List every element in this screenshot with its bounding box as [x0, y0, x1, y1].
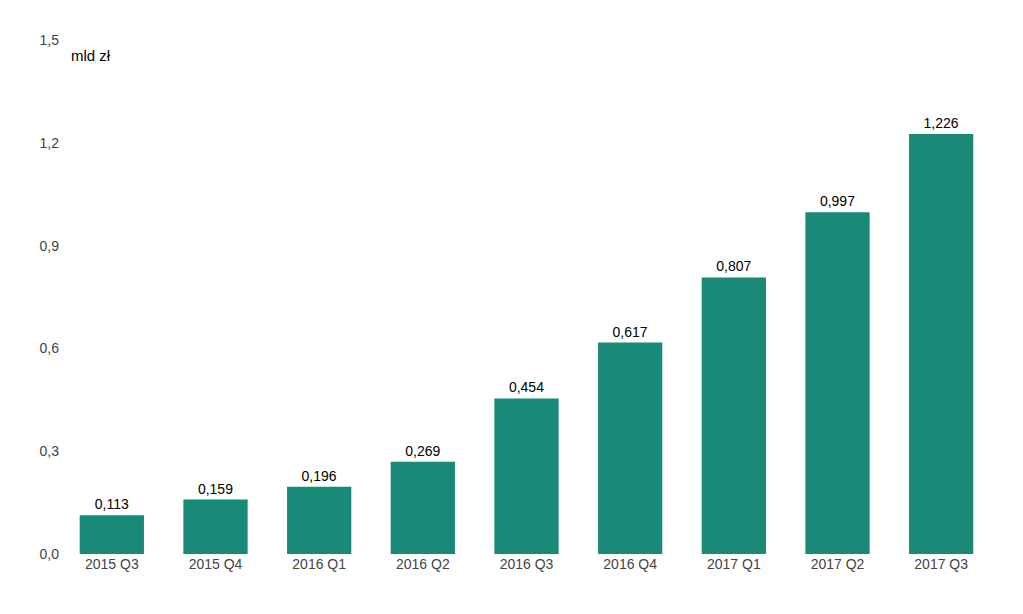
- svg-text:2017 Q1: 2017 Q1: [707, 556, 761, 572]
- svg-text:0,454: 0,454: [509, 379, 544, 395]
- svg-text:2017 Q3: 2017 Q3: [914, 556, 968, 572]
- svg-text:1,2: 1,2: [40, 135, 60, 151]
- svg-text:2016 Q2: 2016 Q2: [396, 556, 450, 572]
- svg-text:2015 Q4: 2015 Q4: [189, 556, 243, 572]
- svg-text:2015 Q3: 2015 Q3: [85, 556, 139, 572]
- svg-text:0,807: 0,807: [716, 258, 751, 274]
- svg-text:0,0: 0,0: [40, 546, 60, 562]
- svg-text:0,159: 0,159: [198, 481, 233, 497]
- svg-text:0,113: 0,113: [95, 496, 129, 512]
- svg-text:0,3: 0,3: [40, 443, 60, 459]
- svg-text:0,6: 0,6: [40, 340, 60, 356]
- svg-text:0,9: 0,9: [40, 238, 60, 254]
- svg-text:1,5: 1,5: [40, 32, 60, 48]
- svg-text:0,269: 0,269: [405, 443, 440, 459]
- svg-text:2016 Q4: 2016 Q4: [603, 556, 657, 572]
- svg-text:1,226: 1,226: [924, 115, 959, 131]
- svg-text:0,617: 0,617: [613, 324, 648, 340]
- svg-text:0,997: 0,997: [820, 193, 855, 209]
- svg-text:mld zł: mld zł: [71, 47, 111, 64]
- svg-text:2016 Q1: 2016 Q1: [292, 556, 346, 572]
- svg-text:0,196: 0,196: [302, 468, 337, 484]
- svg-text:2017 Q2: 2017 Q2: [811, 556, 865, 572]
- svg-text:2016 Q3: 2016 Q3: [500, 556, 554, 572]
